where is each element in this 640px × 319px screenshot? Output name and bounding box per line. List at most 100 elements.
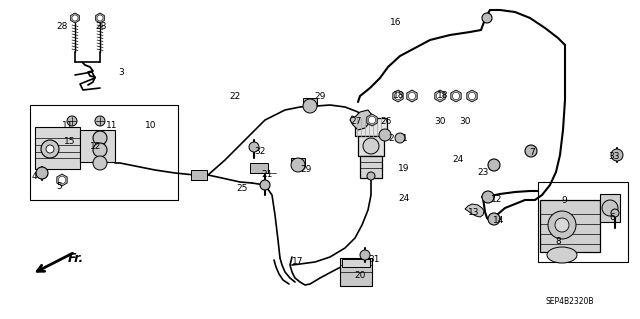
Text: 14: 14 (493, 216, 504, 225)
Bar (340, 258, 372, 286)
Circle shape (367, 172, 375, 180)
Circle shape (488, 213, 500, 225)
Circle shape (488, 159, 500, 171)
Circle shape (468, 93, 476, 100)
Text: 11: 11 (106, 121, 118, 130)
Circle shape (249, 142, 259, 152)
Bar (80, 130, 115, 162)
Text: 18: 18 (393, 91, 404, 100)
Bar (342, 259, 370, 267)
Text: 16: 16 (390, 18, 401, 27)
Polygon shape (367, 114, 377, 126)
Text: 28: 28 (56, 22, 67, 31)
Circle shape (58, 176, 65, 184)
Circle shape (436, 93, 444, 100)
Text: 18: 18 (437, 91, 449, 100)
Circle shape (482, 191, 494, 203)
Text: 12: 12 (491, 195, 502, 204)
Polygon shape (95, 13, 104, 23)
Circle shape (97, 15, 103, 21)
Text: 33: 33 (608, 152, 620, 161)
Ellipse shape (547, 247, 577, 263)
Text: 32: 32 (254, 147, 266, 156)
Text: 9: 9 (561, 196, 567, 205)
Text: 28: 28 (95, 22, 106, 31)
Bar (540, 200, 600, 252)
Text: 23: 23 (477, 168, 488, 177)
Polygon shape (393, 90, 403, 102)
Text: 31: 31 (368, 255, 380, 264)
Circle shape (395, 133, 405, 143)
Text: 3: 3 (118, 68, 124, 77)
Circle shape (363, 138, 379, 154)
Bar (538, 182, 628, 262)
Bar (355, 118, 387, 136)
Circle shape (46, 145, 54, 153)
Text: 4: 4 (32, 172, 38, 181)
Circle shape (93, 143, 107, 157)
Circle shape (602, 200, 618, 216)
Text: 27: 27 (350, 117, 362, 126)
Circle shape (482, 13, 492, 23)
Polygon shape (451, 90, 461, 102)
Circle shape (93, 156, 107, 170)
Circle shape (555, 218, 569, 232)
Circle shape (360, 250, 370, 260)
Bar (303, 98, 317, 106)
Circle shape (525, 145, 537, 157)
Text: 6: 6 (609, 213, 615, 222)
Text: 25: 25 (236, 184, 248, 193)
Circle shape (260, 180, 270, 190)
Text: 30: 30 (459, 117, 470, 126)
Circle shape (394, 93, 402, 100)
Bar (250, 163, 268, 173)
Text: 30: 30 (434, 117, 445, 126)
Circle shape (611, 209, 619, 217)
Circle shape (379, 129, 391, 141)
Text: 10: 10 (145, 121, 157, 130)
Text: 11: 11 (62, 121, 74, 130)
Text: SEP4B2320B: SEP4B2320B (546, 297, 595, 306)
Text: 13: 13 (468, 208, 479, 217)
Text: 15: 15 (64, 137, 76, 146)
Bar (358, 136, 384, 156)
Text: Fr.: Fr. (68, 253, 84, 265)
Circle shape (291, 158, 305, 172)
Text: 22: 22 (229, 92, 240, 101)
Text: 8: 8 (555, 237, 561, 246)
Bar (191, 170, 207, 180)
Polygon shape (435, 90, 445, 102)
Circle shape (611, 149, 623, 161)
Text: 17: 17 (292, 257, 303, 266)
Circle shape (41, 140, 59, 158)
Text: 19: 19 (398, 164, 410, 173)
Circle shape (408, 93, 415, 100)
Circle shape (72, 15, 78, 21)
Polygon shape (350, 110, 372, 130)
Text: 21: 21 (261, 170, 273, 179)
Text: 5: 5 (56, 182, 61, 191)
Circle shape (36, 167, 48, 179)
Text: 29: 29 (314, 92, 325, 101)
Circle shape (67, 116, 77, 126)
Circle shape (369, 116, 376, 123)
Text: 24: 24 (452, 155, 463, 164)
Polygon shape (465, 204, 484, 217)
Text: 12: 12 (90, 142, 101, 151)
Bar (30, 105, 178, 200)
Bar (360, 156, 382, 178)
Bar (35, 127, 80, 169)
Circle shape (548, 211, 576, 239)
Text: 2: 2 (388, 134, 394, 143)
Text: 7: 7 (529, 148, 535, 157)
Circle shape (95, 116, 105, 126)
Polygon shape (467, 90, 477, 102)
Text: 26: 26 (380, 117, 392, 126)
Polygon shape (407, 90, 417, 102)
Polygon shape (70, 13, 79, 23)
Text: 29: 29 (300, 165, 312, 174)
Bar (291, 158, 305, 166)
Text: 1: 1 (402, 134, 408, 143)
Circle shape (93, 131, 107, 145)
Circle shape (303, 99, 317, 113)
